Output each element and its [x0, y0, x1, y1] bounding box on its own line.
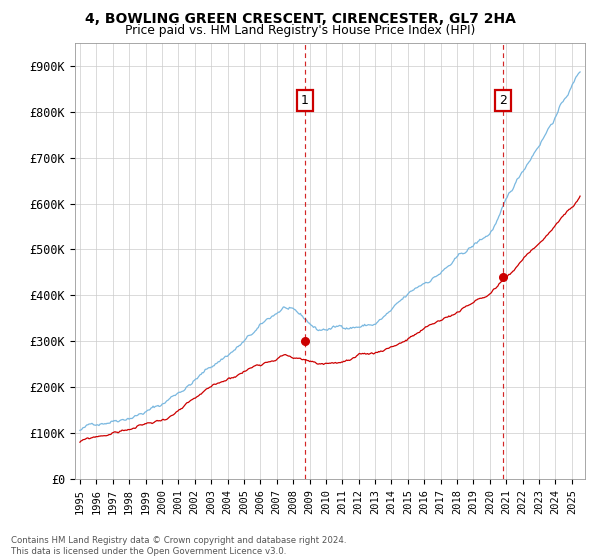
Text: 2: 2	[499, 94, 507, 107]
Text: Contains HM Land Registry data © Crown copyright and database right 2024.
This d: Contains HM Land Registry data © Crown c…	[11, 536, 346, 556]
Text: Price paid vs. HM Land Registry's House Price Index (HPI): Price paid vs. HM Land Registry's House …	[125, 24, 475, 37]
Text: 4, BOWLING GREEN CRESCENT, CIRENCESTER, GL7 2HA: 4, BOWLING GREEN CRESCENT, CIRENCESTER, …	[85, 12, 515, 26]
Text: 1: 1	[301, 94, 309, 107]
